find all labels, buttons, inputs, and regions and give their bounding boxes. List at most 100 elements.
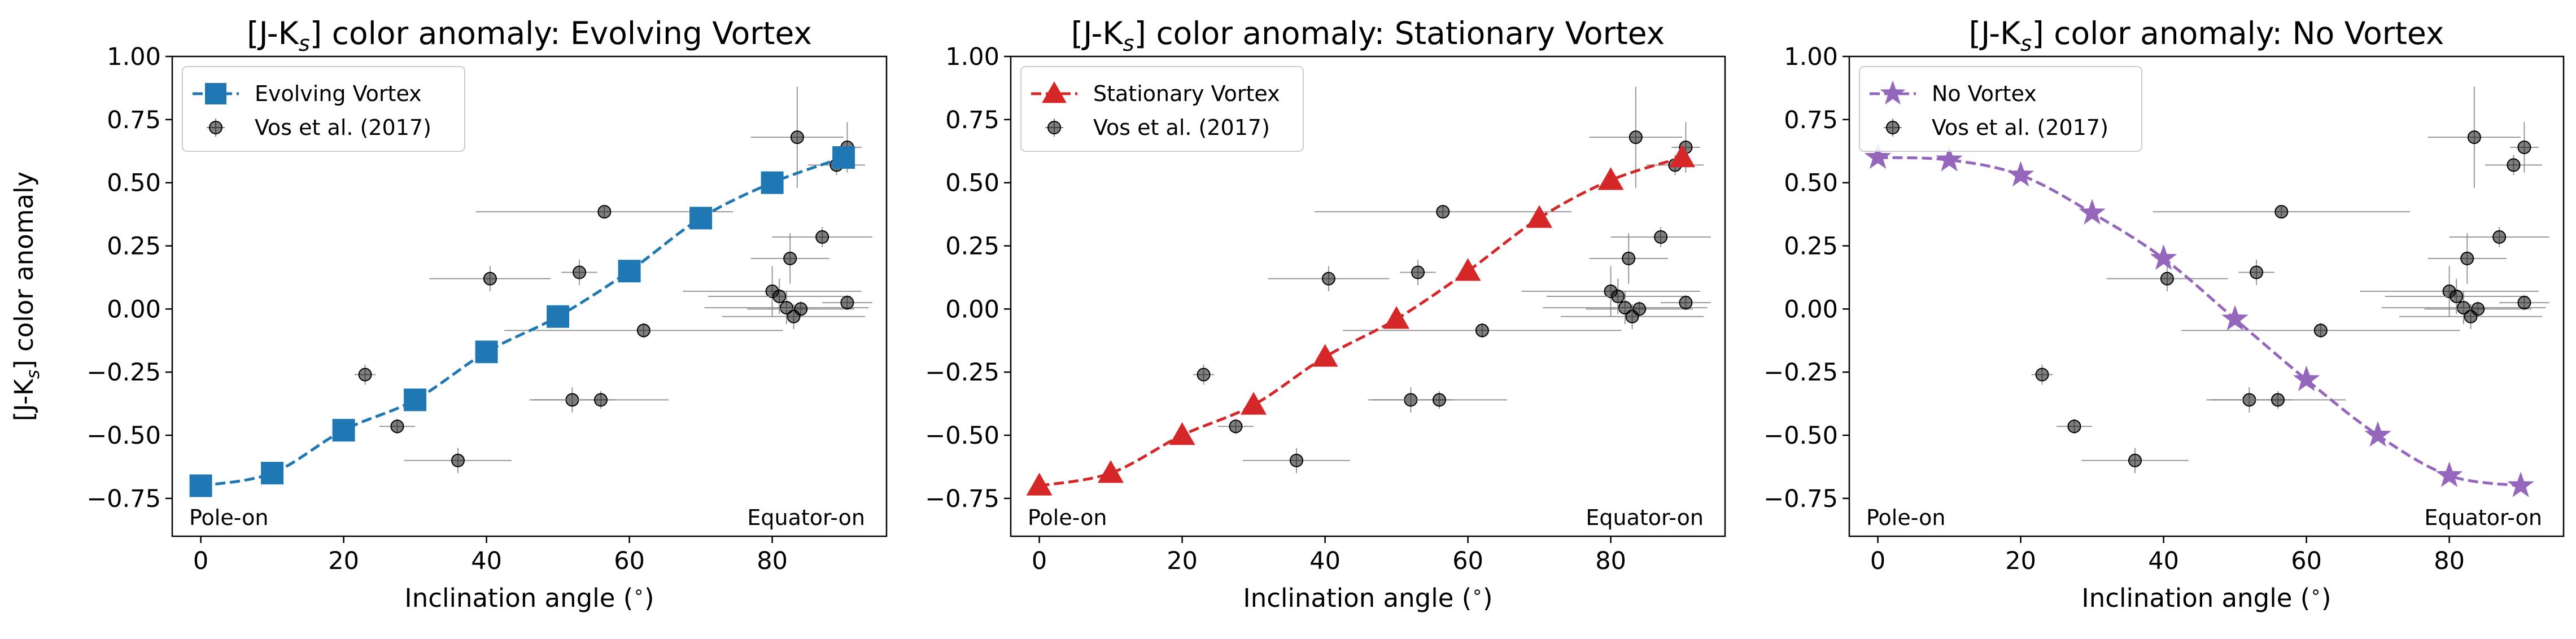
observed-point-marker	[1433, 393, 1446, 407]
observed-point-3	[404, 448, 512, 474]
model-point-6	[2221, 305, 2248, 331]
legend-label-model: Evolving Vortex	[255, 81, 422, 106]
chart-title: [J-Ks] color anomaly: Evolving Vortex	[247, 15, 812, 56]
y-tick-label: 0.75	[945, 106, 999, 134]
y-tick-label: 1.00	[1784, 43, 1838, 71]
y-tick-label: −0.50	[925, 422, 999, 450]
observed-point-marker	[2460, 251, 2474, 265]
model-point-9	[1597, 167, 1624, 190]
observed-point-18	[2485, 155, 2543, 176]
legend-swatch-marker	[1042, 81, 1067, 103]
chart-panel-2: 0 20 40 60 80 −0.75 −0.50 −0.25 0.00 0.25 0.50 0.75…	[925, 15, 1726, 613]
model-series-line	[1878, 156, 2521, 488]
observed-point-6	[561, 260, 597, 285]
model-point-10	[1669, 144, 1696, 168]
model-point-4	[1241, 392, 1267, 415]
y-tick-label: −0.75	[1763, 485, 1838, 513]
model-point-8	[689, 207, 713, 230]
observed-point-marker	[2067, 419, 2081, 434]
y-tick-label: 0.75	[107, 106, 161, 134]
x-tick-label: 40	[1309, 547, 1341, 575]
observed-point-marker	[2467, 130, 2481, 145]
y-axis-label: [J-Ks] color anomaly	[9, 172, 43, 422]
model-point-4	[2079, 199, 2106, 225]
y-tick-label: 0.50	[945, 169, 999, 198]
observed-point-marker	[1436, 205, 1450, 219]
x-tick-label: 0	[193, 547, 208, 575]
model-point-1	[1026, 472, 1053, 496]
model-point-2	[1098, 460, 1124, 483]
observed-point-9	[1343, 322, 1622, 338]
observed-point-marker	[2450, 290, 2464, 303]
equator-on-annotation: Equator-on	[747, 505, 865, 530]
y-tick-label: 0.00	[1784, 295, 1838, 323]
model-point-10	[832, 146, 855, 169]
observed-point-13	[2427, 233, 2507, 284]
observed-point-8	[1314, 205, 1572, 219]
observed-point-6	[1400, 260, 1436, 285]
observed-point-15	[1589, 86, 1683, 188]
observed-point-marker	[573, 265, 587, 279]
x-axis-label: Inclination angle (∘)	[404, 582, 654, 613]
legend: No Vortex Vos et al. (2017)	[1859, 66, 2142, 152]
y-tick-label: −0.25	[86, 358, 161, 387]
observed-series	[2031, 86, 2549, 474]
y-tick-label: −0.50	[86, 422, 161, 450]
model-point-2	[261, 462, 284, 485]
legend-swatch-observed	[209, 121, 222, 134]
observed-point-2	[1217, 418, 1254, 434]
observed-point-7	[2210, 391, 2346, 409]
y-tick-label: −0.75	[925, 485, 999, 513]
observed-point-16	[2424, 301, 2532, 317]
legend-label-model: Stationary Vortex	[1093, 81, 1280, 106]
observed-point-marker	[2160, 272, 2174, 286]
legend-box	[1020, 66, 1304, 152]
model-point-5	[475, 340, 498, 364]
legend-label-model: No Vortex	[1932, 81, 2037, 106]
axes-frame	[1010, 55, 1726, 537]
observed-point-marker	[779, 301, 793, 315]
observed-point-marker	[1628, 130, 1643, 145]
equator-on-annotation: Equator-on	[1586, 505, 1704, 530]
model-point-10	[2507, 471, 2534, 497]
model-point-6	[547, 305, 570, 328]
observed-point-marker	[483, 272, 497, 286]
observed-point-marker	[636, 323, 650, 338]
observed-series	[354, 86, 872, 474]
observed-point-marker	[1321, 272, 1335, 286]
pole-on-annotation: Pole-on	[1866, 505, 1946, 530]
observed-point-7	[532, 391, 669, 409]
x-tick-label: 60	[614, 547, 645, 575]
axes-frame	[171, 55, 888, 537]
model-point-9	[761, 171, 784, 194]
observed-point-marker	[1411, 265, 1425, 279]
legend-label-observed: Vos et al. (2017)	[1932, 115, 2108, 140]
observed-point-1	[354, 364, 376, 385]
observed-point-14	[1561, 304, 1704, 330]
model-point-5	[2150, 244, 2177, 270]
observed-point-4	[1268, 266, 1390, 292]
observed-point-marker	[2035, 367, 2049, 382]
observed-point-13	[750, 233, 829, 284]
y-tick-label: 0.25	[1784, 233, 1838, 261]
model-point-6	[1383, 306, 1410, 329]
y-tick-label: 1.00	[107, 43, 161, 71]
x-tick-label: 20	[1167, 547, 1198, 575]
observed-point-marker	[597, 205, 612, 219]
y-tick-label: 0.00	[107, 295, 161, 323]
x-tick-label: 0	[1032, 547, 1047, 575]
legend-label-observed: Vos et al. (2017)	[255, 115, 431, 140]
observed-point-marker	[2274, 205, 2289, 219]
observed-point-9	[504, 322, 783, 338]
legend: Evolving Vortex Vos et al. (2017)	[182, 66, 465, 152]
model-point-7	[618, 260, 641, 283]
legend-swatch-observed	[1886, 121, 1900, 134]
legend-box	[182, 66, 465, 152]
legend-swatch-observed	[1047, 121, 1061, 134]
observed-point-2	[379, 418, 416, 434]
x-axis-label: Inclination angle (∘)	[1243, 582, 1492, 613]
x-tick-label: 80	[2434, 547, 2465, 575]
model-series-line	[1039, 156, 1683, 487]
y-tick-label: 0.25	[107, 233, 161, 261]
model-series-square	[189, 146, 855, 497]
